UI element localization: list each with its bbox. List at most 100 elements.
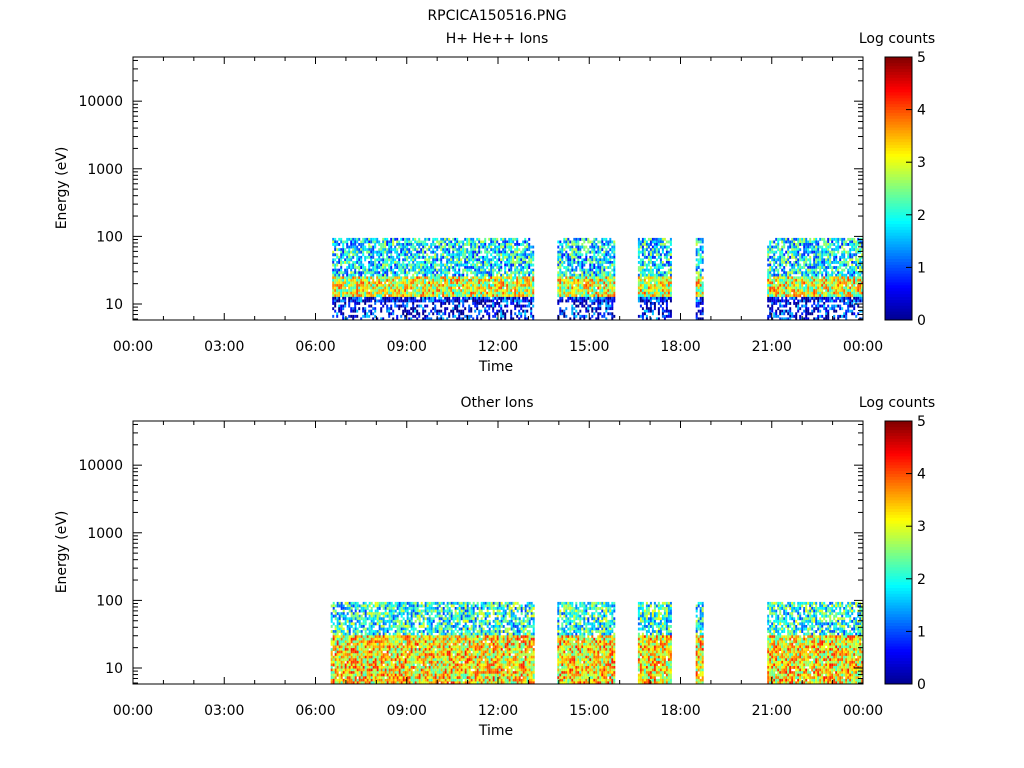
heatmap-cell bbox=[701, 284, 704, 287]
heatmap-cell bbox=[817, 296, 820, 300]
heatmap-cell bbox=[595, 266, 598, 269]
heatmap-cell bbox=[825, 284, 828, 287]
heatmap-cell bbox=[665, 278, 668, 282]
heatmap-cell bbox=[388, 248, 391, 252]
heatmap-cell bbox=[400, 286, 403, 290]
heatmap-cell bbox=[557, 299, 560, 303]
heatmap-cell bbox=[771, 304, 774, 308]
heatmap-cell bbox=[653, 291, 656, 295]
heatmap-cell bbox=[456, 309, 459, 313]
heatmap-cell bbox=[436, 248, 439, 252]
heatmap-cell bbox=[494, 281, 497, 285]
heatmap-cell bbox=[661, 266, 664, 269]
heatmap-cell bbox=[593, 248, 596, 252]
heatmap-cell bbox=[462, 276, 465, 280]
heatmap-cell bbox=[398, 286, 401, 290]
heatmap-cell bbox=[561, 261, 564, 264]
heatmap-cell bbox=[408, 317, 411, 321]
heatmap-cell bbox=[494, 240, 497, 244]
heatmap-cell bbox=[430, 299, 433, 303]
heatmap-cell bbox=[843, 253, 846, 257]
heatmap-cell bbox=[496, 294, 499, 298]
heatmap-cell bbox=[452, 273, 455, 277]
heatmap-cell bbox=[845, 240, 848, 244]
heatmap-cell bbox=[777, 281, 780, 285]
heatmap-cell bbox=[520, 304, 523, 308]
heatmap-cell bbox=[843, 314, 846, 318]
heatmap-cell bbox=[845, 317, 848, 321]
heatmap-cell bbox=[853, 261, 856, 264]
heatmap-cell bbox=[450, 263, 453, 267]
heatmap-cell bbox=[472, 278, 475, 282]
heatmap-cell bbox=[340, 248, 343, 252]
heatmap-cell bbox=[775, 314, 778, 318]
heatmap-cell bbox=[410, 296, 413, 300]
heatmap-cell bbox=[645, 273, 648, 277]
heatmap-cell bbox=[410, 281, 413, 285]
heatmap-cell bbox=[771, 286, 774, 290]
heatmap-cell bbox=[438, 291, 441, 295]
heatmap-cell bbox=[803, 261, 806, 264]
heatmap-cell bbox=[773, 268, 776, 272]
heatmap-cell bbox=[420, 304, 423, 308]
heatmap-cell bbox=[438, 317, 441, 321]
heatmap-cell bbox=[807, 299, 810, 303]
heatmap-cell bbox=[843, 263, 846, 267]
heatmap-cell bbox=[815, 317, 818, 321]
heatmap-cell bbox=[352, 286, 355, 290]
heatmap-cell bbox=[432, 278, 435, 282]
heatmap-cell bbox=[809, 240, 812, 244]
heatmap-cell bbox=[392, 268, 395, 272]
heatmap-cell bbox=[655, 243, 658, 246]
heatmap-cell bbox=[512, 284, 515, 287]
heatmap-cell bbox=[346, 291, 349, 295]
heatmap-cell bbox=[488, 273, 491, 277]
heatmap-cell bbox=[611, 304, 614, 308]
heatmap-cell bbox=[601, 271, 604, 275]
heatmap-cell bbox=[817, 253, 820, 257]
heatmap-cell bbox=[781, 312, 784, 316]
heatmap-cell bbox=[424, 317, 427, 321]
heatmap-cell bbox=[476, 237, 479, 241]
heatmap-cell bbox=[370, 289, 373, 293]
heatmap-cell bbox=[436, 258, 439, 262]
heatmap-cell bbox=[803, 286, 806, 290]
heatmap-cell bbox=[368, 286, 371, 290]
heatmap-cell bbox=[428, 284, 431, 287]
colorbar-segment bbox=[885, 246, 912, 251]
heatmap-cell bbox=[528, 271, 531, 275]
heatmap-cell bbox=[510, 263, 513, 267]
heatmap-cell bbox=[695, 253, 698, 257]
heatmap-cell bbox=[599, 286, 602, 290]
heatmap-cell bbox=[432, 294, 435, 298]
heatmap-cell bbox=[647, 294, 650, 298]
heatmap-cell bbox=[432, 266, 435, 269]
heatmap-cell bbox=[799, 286, 802, 290]
heatmap-cell bbox=[801, 240, 804, 244]
heatmap-cell bbox=[579, 278, 582, 282]
heatmap-cell bbox=[498, 258, 501, 262]
heatmap-cell bbox=[502, 245, 505, 249]
heatmap-cell bbox=[583, 286, 586, 290]
heatmap-cell bbox=[801, 289, 804, 293]
heatmap-cell bbox=[699, 302, 702, 305]
heatmap-cell bbox=[815, 294, 818, 298]
heatmap-cell bbox=[498, 291, 501, 295]
heatmap-cell bbox=[853, 286, 856, 290]
heatmap-cell bbox=[434, 286, 437, 290]
heatmap-cell bbox=[787, 294, 790, 298]
heatmap-cell bbox=[422, 271, 425, 275]
heatmap-cell bbox=[484, 240, 487, 244]
heatmap-cell bbox=[851, 255, 854, 259]
heatmap-cell bbox=[500, 291, 503, 295]
heatmap-cell bbox=[460, 261, 463, 264]
heatmap-cell bbox=[783, 237, 786, 241]
heatmap-cell bbox=[526, 294, 529, 298]
heatmap-cell bbox=[436, 284, 439, 287]
heatmap-cell bbox=[404, 317, 407, 321]
heatmap-cell bbox=[589, 240, 592, 244]
heatmap-cell bbox=[561, 284, 564, 287]
heatmap-cell bbox=[845, 291, 848, 295]
heatmap-cell bbox=[645, 240, 648, 244]
heatmap-cell bbox=[849, 253, 852, 257]
